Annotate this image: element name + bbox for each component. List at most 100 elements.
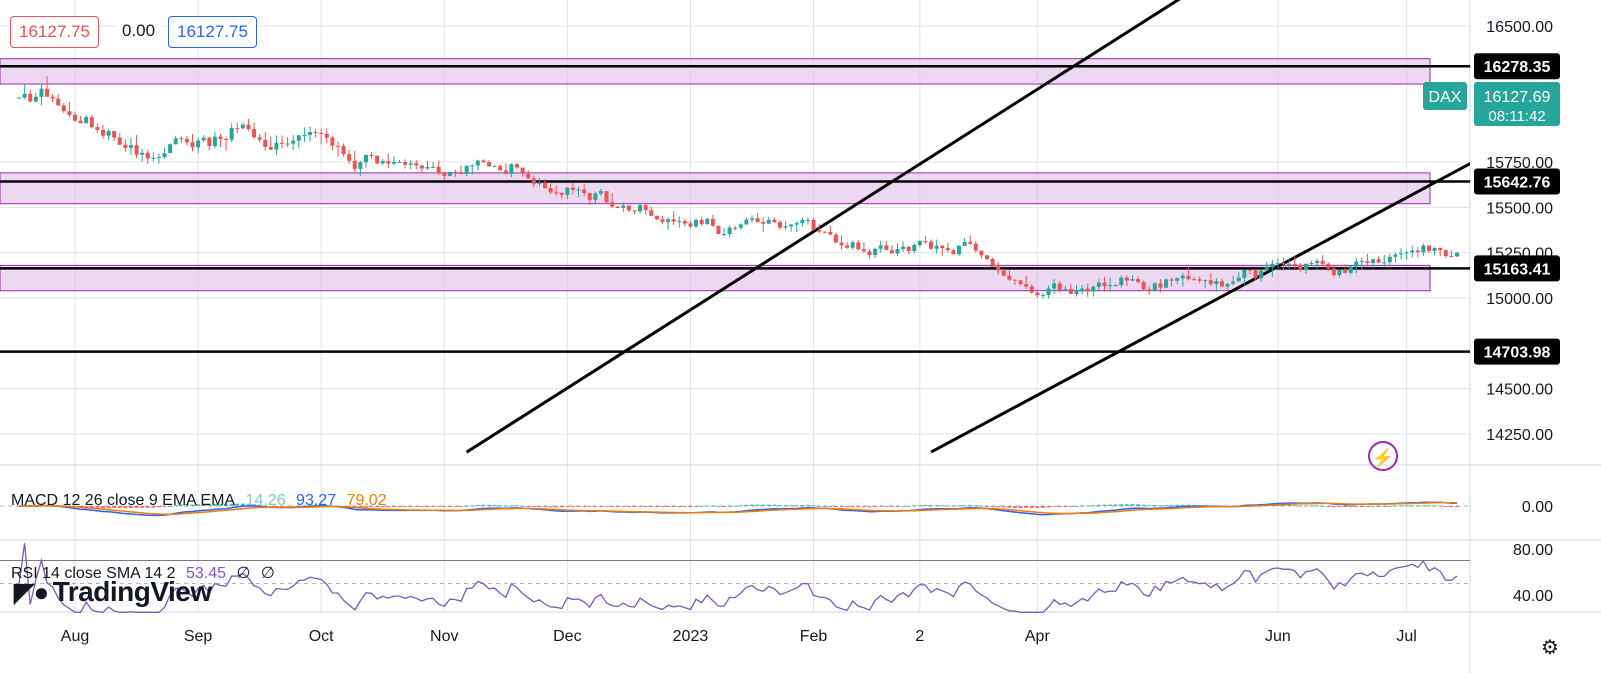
candle-body (112, 130, 117, 138)
macd-hist-bar (917, 505, 922, 507)
macd-hist-bar (1113, 504, 1118, 506)
candle-body (1393, 254, 1398, 257)
candle-body (1410, 250, 1415, 253)
candle-body (1264, 267, 1269, 271)
rsi-na-2: ∅ (260, 565, 275, 582)
candle-body (229, 128, 234, 140)
macd-hist-bar (542, 506, 547, 507)
candle-body (1124, 277, 1129, 281)
tradingview-logo[interactable]: ◤● TradingView (14, 576, 212, 608)
candle-body (246, 124, 251, 130)
macd-hist-bar (688, 506, 693, 507)
candle-body (1186, 275, 1191, 280)
candle-body (1096, 282, 1101, 287)
tradingview-logo-text: TradingView (52, 576, 212, 607)
candle-body (1432, 247, 1437, 252)
candle-body (682, 221, 687, 224)
macd-hist-bar (867, 506, 872, 508)
candle-body (162, 153, 167, 158)
candle-body (593, 193, 598, 200)
candle-body (503, 170, 508, 174)
candle-body (341, 145, 346, 155)
x-tick-label: Aug (61, 628, 89, 645)
macd-hist-bar (1040, 506, 1045, 508)
candle-body (425, 167, 430, 169)
macd-hist-bar (1180, 504, 1185, 506)
candle-body (498, 165, 503, 171)
macd-hist-bar (1443, 506, 1448, 507)
macd-hist-bar (929, 505, 934, 507)
macd-hist-bar (738, 505, 743, 507)
macd-hist-bar (1292, 505, 1297, 507)
lightning-icon[interactable]: ⚡ (1368, 441, 1398, 471)
macd-hist-bar (464, 505, 469, 507)
candle-body (755, 218, 760, 223)
price-box-bid[interactable]: 16127.75 (10, 16, 99, 48)
macd-legend[interactable]: MACD 12 26 close 9 EMA EMA 14.26 93.27 7… (11, 492, 393, 510)
candle-body (878, 245, 883, 249)
candle-body (1018, 280, 1023, 285)
candle-body (789, 224, 794, 227)
candle-body (179, 138, 184, 140)
macd-hist-bar (280, 506, 285, 507)
macd-hist-bar (419, 506, 424, 507)
macd-hist-bar (1438, 505, 1443, 507)
candle-body (542, 182, 547, 189)
candle-body (587, 193, 592, 200)
macd-hist-bar (1410, 505, 1415, 507)
candle-body (515, 164, 520, 168)
candle-body (481, 160, 486, 163)
macd-hist-bar (805, 504, 810, 506)
candle-body (291, 140, 296, 144)
macd-hist-bar (436, 506, 441, 507)
y-tick-label: 15750.00 (1486, 155, 1553, 172)
candle-body (850, 242, 855, 248)
candle-body (833, 234, 838, 243)
candle-body (632, 210, 637, 212)
macd-hist-bar (1320, 505, 1325, 507)
candle-body (408, 163, 413, 165)
candle-body (1175, 278, 1180, 281)
settings-icon[interactable]: ⚙ (1541, 637, 1559, 659)
candle-body (358, 162, 363, 169)
candle-body (604, 191, 609, 203)
macd-hist-bar (1382, 505, 1387, 507)
macd-signal-line (19, 501, 1458, 516)
macd-hist-bar (492, 504, 497, 506)
candle-body (50, 96, 55, 99)
macd-hist-bar (1315, 505, 1320, 507)
candle-body (962, 241, 967, 246)
macd-hist-bar (1158, 505, 1163, 507)
macd-hist-bar (1337, 506, 1342, 507)
candle-body (45, 88, 50, 97)
candle-body (957, 245, 962, 255)
candle-body (1231, 281, 1236, 284)
macd-hist-bar (951, 505, 956, 507)
rsi-legend[interactable]: RSI 14 close SMA 14 2 53.45 ∅ ∅ (11, 563, 281, 583)
candle-body (134, 145, 139, 155)
candle-body (610, 202, 615, 207)
candle-body (839, 242, 844, 246)
macd-hist-bar (755, 504, 760, 506)
candle-body (391, 162, 396, 164)
x-tick-label: Nov (430, 628, 458, 645)
candle-body (347, 154, 352, 161)
macd-hist-bar (1080, 505, 1085, 507)
macd-hist-bar (811, 505, 816, 507)
macd-hist-bar (1052, 506, 1057, 507)
macd-hist-bar (1152, 505, 1157, 507)
macd-hist-bar (654, 506, 659, 507)
candle-body (884, 245, 889, 251)
macd-hist-bar (1354, 506, 1359, 507)
candle-body (1354, 261, 1359, 267)
y-tick-label: 15500.00 (1486, 200, 1553, 217)
price-box-ask[interactable]: 16127.75 (168, 16, 257, 48)
candle-body (1001, 270, 1006, 276)
macd-hist-bar (1147, 505, 1152, 507)
candle-body (1029, 286, 1034, 293)
macd-hist-bar (235, 503, 240, 506)
candle-body (1214, 281, 1219, 284)
macd-hist-bar (151, 506, 156, 508)
macd-hist-bar (1331, 506, 1336, 507)
